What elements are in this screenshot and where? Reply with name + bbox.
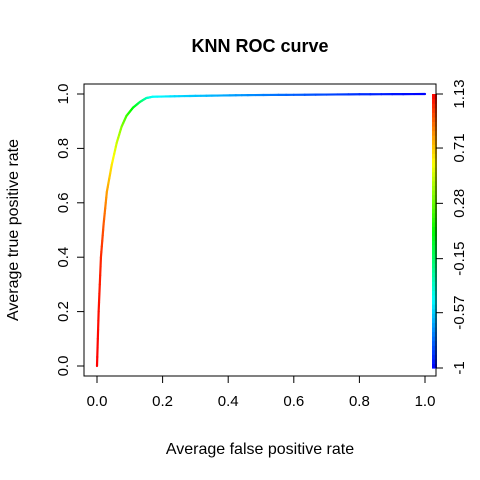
y-axis-label: Average true positive rate (5, 139, 22, 321)
y-tick-label: 0.2 (55, 301, 72, 322)
colorbar-tick-label: 1.13 (451, 79, 468, 108)
colorbar-strip (432, 112, 437, 118)
colorbar-strip (432, 354, 437, 360)
colorbar-strip (432, 194, 437, 200)
colorbar-strip (432, 139, 437, 145)
colorbar-strip (432, 326, 437, 333)
colorbar-strip (432, 249, 437, 255)
x-axis-label: Average false positive rate (166, 441, 354, 458)
colorbar-strip (432, 103, 437, 109)
colorbar-strip (432, 272, 437, 278)
colorbar-strip (432, 294, 437, 301)
colorbar-strip (432, 231, 437, 237)
colorbar-strip (432, 94, 437, 100)
x-tick-label: 0.4 (218, 393, 239, 410)
colorbar-strip (432, 322, 437, 328)
colorbar-strip (432, 221, 437, 228)
colorbar-strip (432, 244, 437, 250)
colorbar-strip (432, 349, 437, 355)
colorbar-tick-label: -0.57 (451, 296, 468, 330)
colorbar-tick-label: -1 (451, 361, 468, 374)
colorbar-strip (432, 98, 437, 104)
colorbar-strip (432, 340, 437, 346)
colorbar-axis: -1 -0.57 -0.15 0.28 0.71 1.13 (435, 79, 468, 375)
x-tick-label: 0.0 (87, 393, 108, 410)
colorbar-strip (432, 107, 437, 113)
y-tick-label: 0.6 (55, 192, 72, 213)
colorbar-strip (432, 281, 437, 287)
colorbar-strip (432, 185, 437, 191)
plot-frame (83, 83, 437, 377)
colorbar-strip (432, 148, 437, 154)
colorbar-strip (432, 304, 437, 310)
colorbar-strip (432, 212, 437, 218)
colorbar-strip (432, 144, 437, 150)
colorbar-tick-label: -0.15 (451, 242, 468, 276)
colorbar-strip (432, 116, 437, 122)
colorbar-strip (432, 130, 437, 136)
y-axis: 0.0 0.2 0.4 0.6 0.8 1.0 (55, 84, 85, 377)
colorbar-strip (432, 262, 437, 269)
colorbar-strip (432, 167, 437, 173)
x-tick-label: 0.2 (152, 393, 173, 410)
colorbar-strip (432, 267, 437, 273)
colorbar-strip (432, 276, 437, 282)
colorbar-strip (432, 135, 437, 141)
colorbar-strip (432, 217, 437, 223)
colorbar-strip (432, 121, 437, 127)
roc-curve (95, 92, 427, 368)
colorbar-strip (432, 162, 437, 168)
colorbar-strip (432, 258, 437, 264)
y-tick-label: 0.4 (55, 247, 72, 268)
colorbar-tick-label: 0.28 (451, 189, 468, 218)
colorbar-strip (432, 331, 437, 337)
x-axis: 0.0 0.2 0.4 0.6 0.8 1.0 (87, 375, 436, 410)
colorbar-strip (432, 125, 437, 132)
colorbar-strip (432, 226, 437, 232)
colorbar-tick-label: 0.71 (451, 133, 468, 162)
colorbar-strip (432, 235, 437, 241)
colorbar-strip (432, 345, 437, 351)
colorbar-strip (432, 308, 437, 314)
colorbar-strip (432, 336, 437, 342)
x-tick-label: 1.0 (415, 393, 436, 410)
colorbar-strip (432, 180, 437, 186)
colorbar-strip (432, 358, 437, 365)
x-tick-label: 0.6 (283, 393, 304, 410)
colorbar-strip (432, 285, 437, 291)
y-tick-label: 1.0 (55, 84, 72, 105)
colorbar-strip (432, 253, 437, 259)
y-tick-label: 0.8 (55, 138, 72, 159)
colorbar-strip (432, 240, 437, 246)
colorbar (432, 94, 437, 369)
colorbar-strip (432, 290, 437, 296)
colorbar-strip (432, 203, 437, 209)
colorbar-strip (432, 157, 437, 164)
colorbar-strip (432, 153, 437, 159)
colorbar-strip (432, 208, 437, 214)
colorbar-strip (432, 299, 437, 305)
colorbar-strip (432, 313, 437, 319)
y-tick-label: 0.0 (55, 356, 72, 377)
colorbar-strip (432, 363, 437, 369)
colorbar-strip (432, 171, 437, 177)
colorbar-strip (432, 317, 437, 323)
colorbar-strip (432, 176, 437, 182)
x-tick-label: 0.8 (349, 393, 370, 410)
colorbar-strip (432, 199, 437, 205)
colorbar-strip (432, 189, 437, 196)
chart-title: KNN ROC curve (191, 36, 328, 56)
